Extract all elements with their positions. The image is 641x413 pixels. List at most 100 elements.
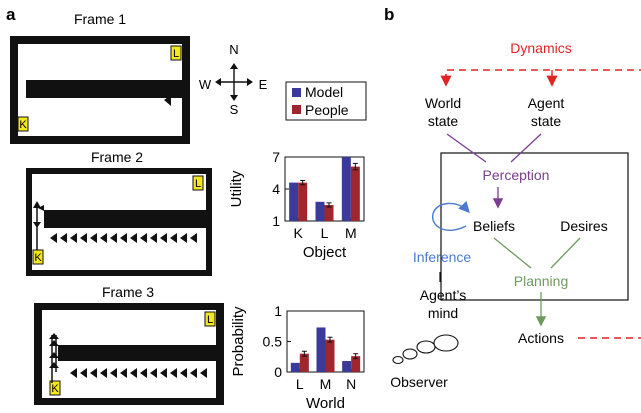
agents-mind-label-1: Agent’s <box>420 287 466 303</box>
trajectory-step-icon <box>49 352 59 358</box>
trajectory-step-icon <box>33 201 41 208</box>
trajectory-step-icon <box>190 368 197 378</box>
y-tick-label: 0 <box>274 364 282 380</box>
y-axis-label: Utility <box>228 170 245 207</box>
frame-3-path-icon <box>49 333 207 383</box>
legend-model-swatch <box>292 88 301 97</box>
trajectory-step-icon <box>49 340 59 346</box>
trajectory-step-icon <box>190 233 197 243</box>
observer-label: Observer <box>390 374 448 390</box>
trajectory-step-icon <box>90 368 97 378</box>
thought-bubble-icon <box>392 334 459 365</box>
x-tick-label: M <box>320 376 332 392</box>
dynamics-loop-top <box>445 69 641 81</box>
panel-a-label: a <box>6 5 16 24</box>
frame-3-truck-K-letter: K <box>51 383 59 395</box>
frame-3-truck-L-box <box>204 311 216 327</box>
y-tick-label: 7 <box>272 149 280 165</box>
legend-people-label: People <box>305 102 349 118</box>
trajectory-step-icon <box>100 233 107 243</box>
planning-label: Planning <box>514 273 569 289</box>
beliefs-label: Beliefs <box>473 218 515 234</box>
trajectory-step-icon <box>140 368 147 378</box>
x-axis-label: World <box>306 395 345 412</box>
trajectory-step-icon <box>90 233 97 243</box>
agent-to-perception-line <box>510 133 542 163</box>
agent-mind-box <box>440 152 629 301</box>
actions-label: Actions <box>518 330 564 346</box>
trajectory-step-icon <box>130 368 137 378</box>
trajectory-step-icon <box>80 368 87 378</box>
agent-state-label-1: Agent <box>528 95 565 111</box>
y-tick-label: 4 <box>272 181 280 197</box>
x-tick-label: N <box>346 376 356 392</box>
frame-1-title: Frame 1 <box>74 11 126 27</box>
trajectory-step-icon <box>160 233 167 243</box>
frame-1: Frame 1 L K <box>10 11 190 144</box>
truck-K-box <box>17 116 29 132</box>
x-axis-label: Object <box>303 244 347 261</box>
frame-2-truck-L-box <box>192 175 204 191</box>
trajectory-step-icon <box>33 222 41 228</box>
trajectory-step-icon <box>70 368 77 378</box>
legend-people-swatch <box>292 105 301 114</box>
trajectory-step-icon <box>150 233 157 243</box>
y-tick-label: 1 <box>272 213 280 229</box>
dynamics-label: Dynamics <box>510 40 571 56</box>
trajectory-step-icon <box>50 233 57 243</box>
frame-1-inner-wall <box>26 80 182 98</box>
world-state-label-2: state <box>428 113 459 129</box>
trajectory-step-icon <box>110 368 117 378</box>
inference-loop-icon <box>432 201 470 231</box>
legend-model-label: Model <box>305 84 343 100</box>
agents-mind-label-2: mind <box>428 305 458 321</box>
bar-model <box>290 362 300 372</box>
y-tick-label: 1 <box>274 303 282 319</box>
truck-L-box <box>170 45 182 61</box>
agent-icon <box>164 95 171 106</box>
panel-b-label: b <box>384 5 394 24</box>
compass-north: N <box>229 42 238 57</box>
bar-model <box>315 201 325 221</box>
frame-3-truck-K-box <box>49 380 61 396</box>
truck-L-letter: L <box>173 48 179 60</box>
y-tick-label: 0.5 <box>263 334 283 350</box>
compass-east: E <box>259 77 268 92</box>
x-tick-label: M <box>345 225 357 241</box>
frame-2-truck-K-letter: K <box>34 252 42 264</box>
trajectory-step-icon <box>170 368 177 378</box>
trajectory-step-icon <box>49 362 59 368</box>
compass-west: W <box>199 77 212 92</box>
x-tick-label: K <box>293 225 303 241</box>
bar-model <box>342 361 352 372</box>
bar-people <box>351 356 361 372</box>
frame-3: Frame 3 L K <box>34 284 224 405</box>
trajectory-step-icon <box>49 333 59 339</box>
inference-label: Inference <box>413 249 472 265</box>
legend: Model People <box>285 81 367 121</box>
x-tick-label: L <box>296 376 304 392</box>
trajectory-step-icon <box>180 233 187 243</box>
trajectory-step-icon <box>140 233 147 243</box>
bar-model <box>289 182 299 221</box>
frame-3-inner-wall <box>58 345 216 361</box>
trajectory-step-icon <box>100 368 107 378</box>
frame-2-inner-wall <box>44 210 206 228</box>
bar-people <box>299 353 309 372</box>
frame-2: Frame 2 L K <box>26 149 212 276</box>
y-axis-label: Probability <box>230 306 247 377</box>
frame-3-title: Frame 3 <box>102 284 154 300</box>
frame-2-truck-K-box <box>32 249 44 265</box>
frame-2-title: Frame 2 <box>91 149 143 165</box>
trajectory-step-icon <box>70 233 77 243</box>
bar-people <box>298 182 308 221</box>
beliefs-to-planning-line <box>493 237 532 269</box>
world-state-label-1: World <box>425 95 461 111</box>
desires-to-planning-line <box>550 237 581 269</box>
bar-model <box>341 157 351 221</box>
trajectory-step-icon <box>180 368 187 378</box>
frame-2-path-icon <box>33 201 197 250</box>
desires-label: Desires <box>560 218 607 234</box>
